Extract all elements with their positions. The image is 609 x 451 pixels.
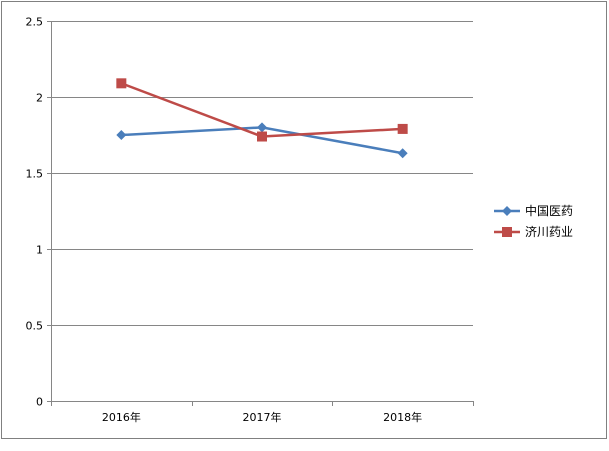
- data-point: [397, 123, 408, 134]
- legend-marker: [502, 227, 512, 237]
- x-tick-label: 2016年: [102, 410, 141, 424]
- y-tick-label: 0: [36, 396, 43, 409]
- y-tick-label: 1: [36, 244, 43, 257]
- data-point: [116, 130, 127, 140]
- gridlines: [51, 21, 473, 326]
- x-tick-label: 2017年: [243, 410, 282, 424]
- y-tick-label: 0.5: [26, 320, 44, 333]
- y-tick-label: 2.5: [26, 16, 44, 29]
- series-2: [116, 78, 408, 142]
- legend-marker: [502, 206, 512, 216]
- y-tick-label: 1.5: [26, 168, 44, 181]
- legend-label: 中国医药: [525, 203, 573, 218]
- axes: 0 0.5 1 1.5 2 2.5 2016年 2017年 2018年: [26, 16, 474, 424]
- legend-label: 济川药业: [525, 224, 573, 239]
- x-tick-label: 2018年: [383, 410, 422, 424]
- series-1: [116, 122, 408, 159]
- data-point: [397, 148, 408, 159]
- y-tick-label: 2: [36, 92, 43, 105]
- data-point: [116, 78, 127, 89]
- data-point: [257, 122, 267, 133]
- legend-entry-1: 中国医药: [494, 203, 573, 218]
- series: [116, 78, 408, 159]
- data-point: [257, 131, 267, 142]
- legend-entry-2: 济川药业: [494, 224, 573, 239]
- chart-frame: [1, 1, 607, 439]
